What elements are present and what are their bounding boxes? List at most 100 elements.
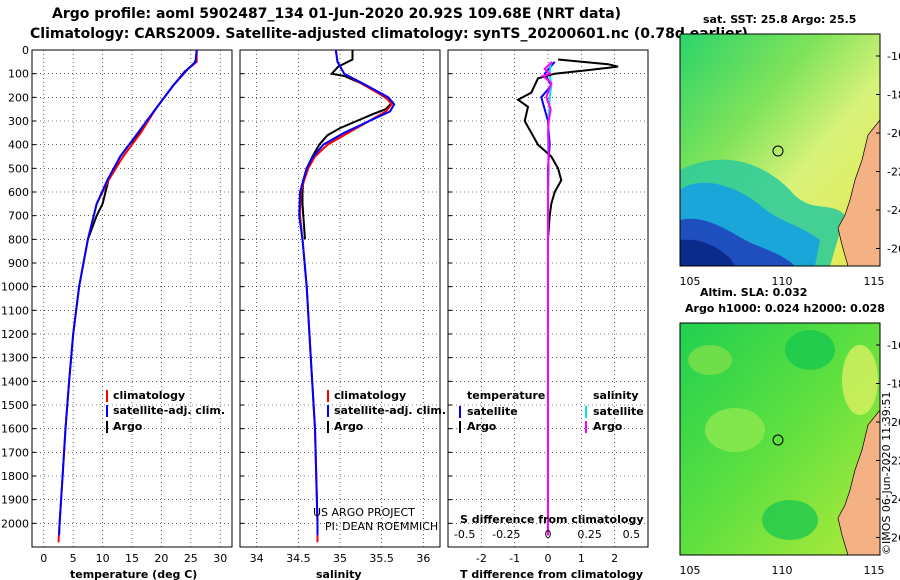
depth-tick-label: 1300 (1, 352, 29, 365)
s-diff-tick-label: 0.5 (623, 528, 641, 541)
depth-tick-label: 200 (8, 91, 29, 104)
sst-float-marker (772, 145, 784, 157)
sla-eddy (785, 330, 835, 370)
depth-tick-label: 1100 (1, 304, 29, 317)
difference-panel: -2 -1 0 1 2 -0.5 -0.25 0 0.25 0.5 S difference f… (447, 49, 649, 580)
project-annotation: US ARGO PROJECT (313, 506, 415, 519)
lon-tick-label: 105 (680, 564, 701, 577)
imos-timestamp: ©IMOS 06-Jun-2020 11:39:51 (880, 391, 893, 555)
t-difference-label: T difference from climatology (460, 568, 643, 580)
depth-tick-label: 700 (8, 210, 29, 223)
depth-tick-label: 1800 (1, 470, 29, 483)
temperature-xlabel: temperature (deg C) (70, 568, 197, 580)
sst-map-title: sat. SST: 25.8 Argo: 25.5 (703, 13, 856, 26)
difference-legend: temperature salinity satellite Argo sate… (459, 389, 644, 433)
depth-tick-label: 1900 (1, 494, 29, 507)
depth-tick-label: 500 (8, 162, 29, 175)
x-tick-label: 30 (213, 552, 227, 565)
sla-eddy (688, 345, 732, 375)
x-tick-label: 2 (611, 552, 618, 565)
depth-tick-label: 1400 (1, 375, 29, 388)
legend-climatology-label: climatology (113, 389, 185, 402)
temperature-panel: 0 5 10 15 20 25 30 temperature (deg C) climato… (31, 49, 233, 580)
lon-tick-label: 105 (680, 275, 701, 288)
depth-tick-label: 1700 (1, 446, 29, 459)
sla-eddy (705, 408, 765, 452)
depth-tick-label: 2000 (1, 517, 29, 530)
depth-axis: 0 100 200 300 400 500 600 700 800 900 1000 1100 1200… (1, 44, 29, 530)
x-tick-label: 20 (154, 552, 168, 565)
x-tick-label: 25 (184, 552, 198, 565)
legend-s-argo-label: Argo (593, 420, 623, 433)
lat-tick-label: -22 (887, 166, 900, 179)
sla-eddy (762, 500, 818, 540)
x-tick-label: 10 (96, 552, 110, 565)
lon-tick-label: 110 (772, 564, 793, 577)
sla-frame (679, 322, 881, 556)
series-line (516, 58, 619, 240)
s-diff-tick-label: -0.5 (454, 528, 475, 541)
legend-salinity-title: salinity (593, 389, 639, 402)
legend-argo-label: Argo (113, 420, 143, 433)
s-diff-tick-label: -0.25 (492, 528, 520, 541)
depth-tick-label: 800 (8, 233, 29, 246)
sst-coldest-band (680, 239, 735, 266)
lat-tick-label: -22 (887, 455, 900, 468)
depth-tick-label: 1600 (1, 423, 29, 436)
legend-satellite-label: satellite-adj. clim. (113, 404, 225, 417)
lat-tick-label: -24 (887, 204, 900, 217)
series-line (541, 61, 553, 536)
legend-argo-label: Argo (334, 420, 364, 433)
sla-map: Altim. SLA: 0.032 Argo h1000: 0.024 h200… (679, 286, 900, 577)
x-tick-label: -1 (509, 552, 520, 565)
s-diff-tick-label: 0.25 (577, 528, 602, 541)
lat-tick-label: -18 (887, 378, 900, 391)
depth-tick-label: 1200 (1, 328, 29, 341)
s-diff-tick-label: 0 (545, 528, 552, 541)
legend-satellite-label: satellite-adj. clim. (334, 404, 446, 417)
x-tick-label: 34 (250, 552, 264, 565)
sla-float-marker (772, 434, 784, 446)
sst-map: sat. SST: 25.8 Argo: 25.5 -16 -18 -20 -22 -2… (679, 13, 900, 288)
lon-tick-label: 110 (772, 275, 793, 288)
depth-tick-label: 1000 (1, 281, 29, 294)
x-tick-label: 0 (40, 552, 47, 565)
legend-t-satellite-label: satellite (467, 405, 518, 418)
x-tick-label: 34.5 (286, 552, 311, 565)
temperature-legend: climatology satellite-adj. clim. Argo (106, 389, 225, 433)
legend-climatology-label: climatology (334, 389, 406, 402)
x-tick-label: 5 (70, 552, 77, 565)
lon-tick-label: 115 (864, 275, 885, 288)
s-difference-label: S difference from climatology (460, 513, 644, 526)
series-line (298, 49, 396, 536)
salinity-legend: climatology satellite-adj. clim. Argo (327, 389, 446, 433)
salinity-panel: 34 34.5 35 35.5 36 salinity climatology sate… (239, 49, 446, 580)
lat-tick-label: -16 (887, 50, 900, 63)
lon-tick-label: 115 (864, 564, 885, 577)
series-line (58, 49, 198, 536)
legend-s-satellite-label: satellite (593, 405, 644, 418)
x-tick-label: 0 (545, 552, 552, 565)
depth-tick-label: 900 (8, 257, 29, 270)
sla-map-subtitle: Argo h1000: 0.024 h2000: 0.028 (685, 302, 885, 315)
x-tick-label: 1 (578, 552, 585, 565)
depth-tick-label: 0 (22, 44, 29, 57)
x-tick-label: 15 (125, 552, 139, 565)
figure-title-line2: Climatology: CARS2009. Satellite-adjuste… (30, 26, 748, 42)
sla-eddy (842, 345, 878, 415)
figure-title-line1: Argo profile: aoml 5902487_134 01-Jun-20… (52, 6, 622, 22)
legend-temperature-title: temperature (467, 389, 545, 402)
lat-tick-label: -20 (887, 416, 900, 429)
depth-tick-label: 400 (8, 139, 29, 152)
x-tick-label: 35 (333, 552, 347, 565)
depth-tick-label: 300 (8, 115, 29, 128)
lat-tick-label: -20 (887, 127, 900, 140)
depth-tick-label: 1500 (1, 399, 29, 412)
lat-tick-label: -26 (887, 243, 900, 256)
salinity-xlabel: salinity (316, 568, 362, 580)
sla-map-title: Altim. SLA: 0.032 (700, 286, 807, 299)
x-tick-label: -2 (476, 552, 487, 565)
depth-tick-label: 600 (8, 186, 29, 199)
pi-annotation: PI: DEAN ROEMMICH (325, 520, 438, 533)
